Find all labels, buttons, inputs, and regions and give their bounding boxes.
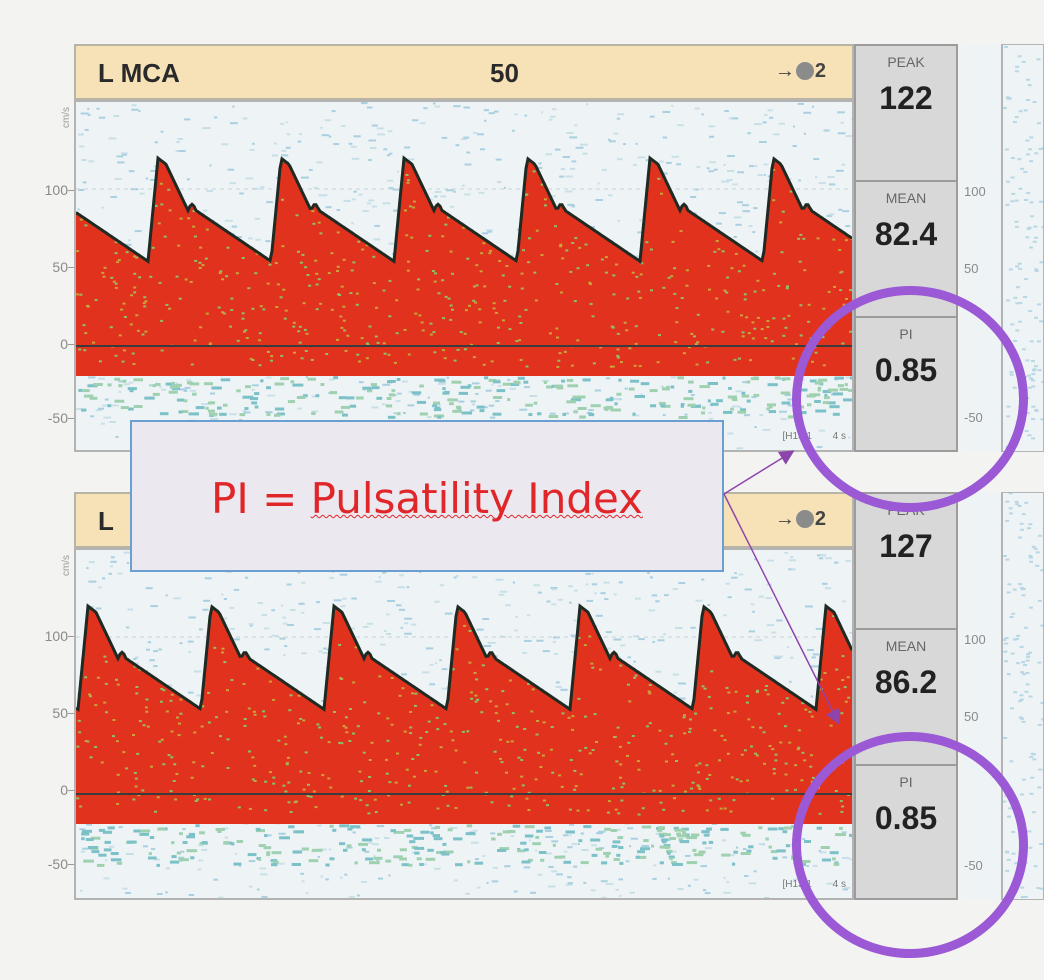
vessel-label: L xyxy=(98,506,114,536)
probe-number: 2 xyxy=(814,60,826,82)
adjacent-y-tick: 50 xyxy=(964,709,978,724)
peak-cell: PEAK 127 xyxy=(856,494,956,630)
timestamp: [H13:1 xyxy=(782,431,812,442)
y-unit: cm/s xyxy=(61,106,73,129)
peak-value: 122 xyxy=(879,80,933,116)
callout-term: Pulsatility Index xyxy=(310,474,643,523)
adjacent-y-tick: 100 xyxy=(964,632,986,647)
peak-label: PEAK xyxy=(887,54,925,70)
callout-prefix: PI = xyxy=(211,474,311,523)
mean-label: MEAN xyxy=(885,190,927,206)
panel-1-header: L MCA 50 → 2 xyxy=(74,44,854,100)
y-tick: 50 xyxy=(52,705,74,721)
probe-indicator: → 2 xyxy=(775,508,826,531)
pi-definition-callout: PI = Pulsatility Index xyxy=(130,420,724,572)
panel-2-spectrogram: [H13:1 4 s xyxy=(74,548,854,900)
panel-2-y-axis: cm/s 100 50 0 -50 xyxy=(0,548,75,900)
highlight-circle xyxy=(792,732,1028,958)
probe-indicator: → 2 xyxy=(775,60,826,83)
arrow-icon: → xyxy=(774,60,795,82)
mean-value: 86.2 xyxy=(874,664,938,700)
peak-value: 127 xyxy=(879,528,933,564)
arrow-icon: → xyxy=(774,508,795,530)
callout-text: PI = Pulsatility Index xyxy=(132,474,722,523)
spectrogram-svg xyxy=(76,102,852,450)
highlight-circle xyxy=(792,286,1028,512)
probe-dot-icon xyxy=(795,510,814,528)
probe-dot-icon xyxy=(795,62,814,80)
probe-number: 2 xyxy=(814,508,826,530)
y-tick: 50 xyxy=(52,259,74,275)
peak-cell: PEAK 122 xyxy=(856,46,956,182)
arrow-to-circle-1 xyxy=(723,450,795,495)
adjacent-y-tick: 100 xyxy=(964,184,986,199)
depth-value: 50 xyxy=(490,58,519,88)
y-unit: cm/s xyxy=(61,554,73,577)
panel-1-spectrogram: [H13:1 4 s xyxy=(74,100,854,452)
y-tick: 0 xyxy=(60,336,74,352)
y-tick: -50 xyxy=(47,410,75,426)
spectrogram-svg xyxy=(76,550,852,898)
panel-1-y-axis: cm/s 100 50 0 -50 xyxy=(0,100,75,452)
mean-value: 82.4 xyxy=(874,216,938,252)
y-tick: 100 xyxy=(44,182,75,198)
timestamp: [H13:1 xyxy=(782,879,812,890)
y-tick: 100 xyxy=(44,628,75,644)
vessel-label: L MCA xyxy=(98,58,180,88)
y-tick: 0 xyxy=(60,782,74,798)
mean-label: MEAN xyxy=(885,638,927,654)
y-tick: -50 xyxy=(47,856,75,872)
adjacent-y-tick: 50 xyxy=(964,261,978,276)
